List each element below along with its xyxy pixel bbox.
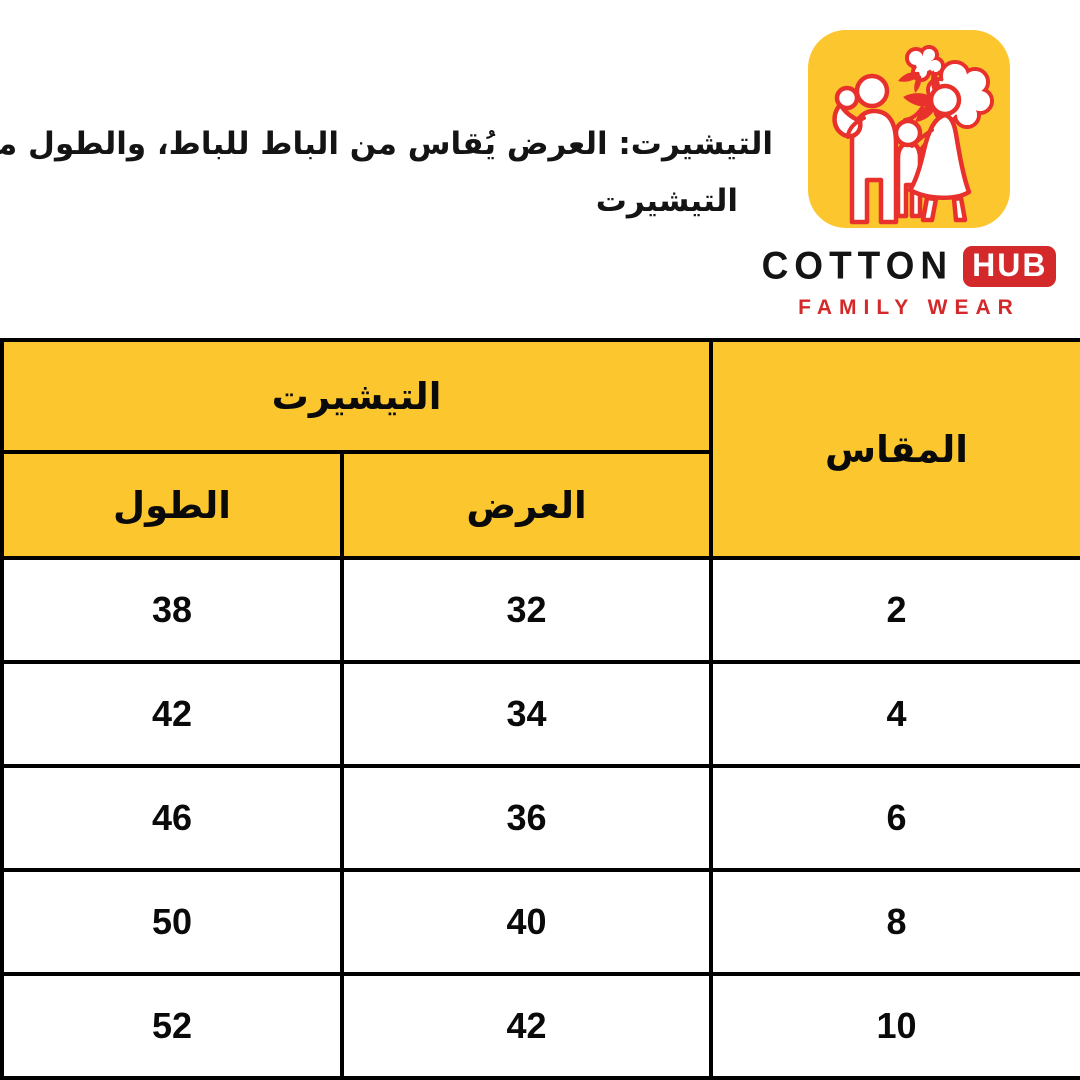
header-size: المقاس — [709, 338, 1080, 560]
cell-length: 38 — [0, 556, 345, 664]
brand-tagline: FAMILY WEAR — [798, 296, 1020, 319]
table-row: 4 34 42 — [0, 660, 1080, 768]
family-figures-icon — [832, 73, 972, 225]
measurement-note-line-1: التيشيرت: العرض يُقاس من الباط للباط، وا… — [0, 126, 773, 162]
brand-wordmark: COTTON HUB — [761, 243, 1057, 288]
brand-name-text: COTTON — [761, 243, 954, 288]
header-length: الطول — [0, 450, 345, 560]
cell-size: 6 — [709, 764, 1080, 872]
header-group-tshirt: التيشيرت — [0, 338, 714, 454]
cell-size: 10 — [709, 972, 1080, 1080]
cell-width: 34 — [340, 660, 714, 768]
measurement-note-line-2: التيشيرت — [595, 183, 738, 219]
cell-width: 40 — [340, 868, 714, 976]
cell-size: 2 — [709, 556, 1080, 664]
table-row: 10 42 52 — [0, 972, 1080, 1080]
table-header-row-sub: العرض الطول — [0, 450, 1080, 560]
cotton-flower-small-icon — [898, 45, 945, 93]
cotton-hub-logo-icon — [808, 30, 1010, 228]
cell-width: 36 — [340, 764, 714, 872]
table-header-row-top: المقاس التيشيرت — [0, 338, 1080, 560]
size-table: المقاس التيشيرت العرض الطول 2 32 38 4 34… — [0, 338, 1080, 1080]
measurement-note: التيشيرت: العرض يُقاس من الباط للباط، وا… — [0, 116, 773, 230]
cell-size: 4 — [709, 660, 1080, 768]
cell-length: 52 — [0, 972, 345, 1080]
header-width: العرض — [340, 450, 714, 560]
table-row: 8 40 50 — [0, 868, 1080, 976]
cell-size: 8 — [709, 868, 1080, 976]
cell-width: 32 — [340, 556, 714, 664]
cell-length: 46 — [0, 764, 345, 872]
cell-width: 42 — [340, 972, 714, 1080]
brand-block: COTTON HUB FAMILY WEAR — [762, 30, 1057, 320]
cell-length: 42 — [0, 660, 345, 768]
table-row: 6 36 46 — [0, 764, 1080, 872]
brand-badge-hub: HUB — [963, 245, 1057, 287]
cell-length: 50 — [0, 868, 345, 976]
table-row: 2 32 38 — [0, 556, 1080, 664]
